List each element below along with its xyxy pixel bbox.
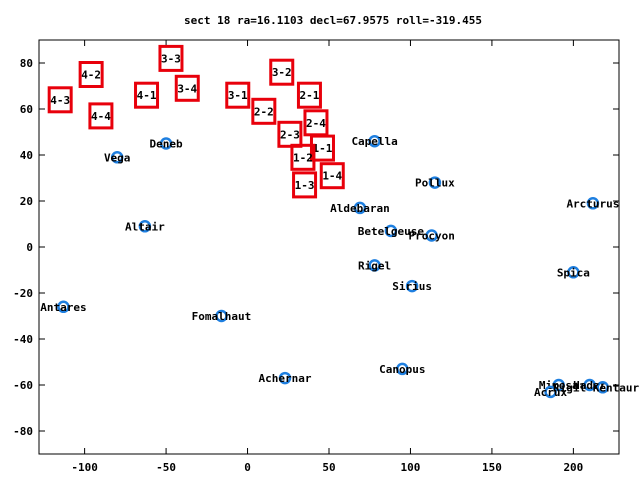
sector-box bbox=[292, 171, 318, 199]
star-label: Sirius bbox=[392, 280, 432, 293]
star-label: Acrux bbox=[534, 386, 567, 399]
star-point bbox=[138, 220, 152, 233]
star-label: Achernar bbox=[259, 372, 312, 385]
sector-box-label: 1-2 bbox=[293, 151, 313, 164]
y-tick-label: -40 bbox=[13, 333, 33, 346]
star-label: Vega bbox=[104, 151, 131, 164]
x-tick-label: 200 bbox=[563, 461, 583, 474]
sector-box bbox=[290, 143, 316, 171]
star-point bbox=[428, 176, 442, 189]
plot-frame bbox=[38, 39, 620, 455]
star-point bbox=[544, 385, 557, 399]
star-label: Pollux bbox=[415, 177, 455, 190]
star-label: Canopus bbox=[379, 363, 425, 376]
star-label: Rigel bbox=[358, 259, 391, 272]
sector-box bbox=[88, 102, 114, 130]
sector-box-label: 3-3 bbox=[161, 52, 181, 65]
sector-box bbox=[134, 81, 160, 109]
sector-box-label: 2-2 bbox=[254, 105, 274, 118]
star-label: Deneb bbox=[150, 138, 183, 151]
star-point bbox=[425, 229, 438, 242]
star-label: Rigil Kentaurus bbox=[553, 381, 640, 394]
star-label: Procyon bbox=[408, 230, 454, 243]
star-label: Antares bbox=[40, 301, 86, 314]
star-point bbox=[353, 201, 367, 215]
star-point bbox=[368, 134, 381, 148]
y-tick-label: 20 bbox=[20, 195, 33, 208]
y-tick-label: -80 bbox=[13, 425, 33, 438]
star-label: Fomalhaut bbox=[192, 310, 252, 323]
x-tick-label: 100 bbox=[401, 461, 421, 474]
y-tick-label: 40 bbox=[20, 149, 33, 162]
star-label: Betelgeuse bbox=[358, 225, 425, 238]
sector-box bbox=[158, 44, 184, 72]
sector-box bbox=[251, 97, 277, 125]
y-tick-label: -60 bbox=[13, 379, 33, 392]
sector-box bbox=[78, 61, 104, 88]
star-point bbox=[110, 151, 124, 164]
sector-box-label: 3-1 bbox=[228, 89, 248, 102]
sector-box-label: 2-4 bbox=[306, 117, 326, 130]
sector-box bbox=[174, 74, 200, 102]
x-tick-label: 50 bbox=[322, 461, 335, 474]
star-label: Altair bbox=[125, 220, 165, 233]
x-tick-label: -50 bbox=[156, 461, 176, 474]
sector-box bbox=[277, 120, 303, 148]
y-tick-label: 0 bbox=[26, 241, 33, 254]
sector-box-label: 1-3 bbox=[295, 179, 315, 192]
star-point bbox=[384, 224, 398, 238]
star-label: Arcturus bbox=[566, 197, 619, 210]
star-label: Capella bbox=[351, 135, 397, 148]
y-tick-label: 60 bbox=[20, 103, 33, 116]
star-label: Mimosa bbox=[539, 379, 579, 392]
x-tick-label: 150 bbox=[482, 461, 502, 474]
star-point bbox=[552, 378, 565, 392]
sector-box-label: 3-4 bbox=[177, 82, 197, 95]
sector-box-label: 2-3 bbox=[280, 128, 300, 141]
star-point bbox=[405, 279, 419, 293]
sector-box-label: 2-1 bbox=[300, 89, 320, 102]
star-point bbox=[57, 300, 70, 314]
star-point bbox=[583, 378, 596, 392]
x-tick-label: 0 bbox=[244, 461, 251, 474]
star-point bbox=[215, 309, 228, 323]
y-tick-label: 80 bbox=[20, 57, 33, 70]
star-point bbox=[159, 137, 173, 150]
sector-box-label: 3-2 bbox=[272, 66, 292, 79]
sector-box bbox=[225, 81, 251, 109]
star-point bbox=[368, 259, 381, 272]
x-tick-label: -100 bbox=[71, 461, 98, 474]
sector-box bbox=[296, 81, 322, 109]
sector-box bbox=[319, 162, 345, 190]
star-point bbox=[586, 197, 600, 210]
sector-box bbox=[269, 58, 295, 86]
sector-box-label: 1-4 bbox=[322, 170, 342, 183]
chart-title: sect 18 ra=16.1103 decl=67.9575 roll=-31… bbox=[184, 14, 482, 27]
sector-box-label: 1-1 bbox=[313, 142, 333, 155]
sector-box-label: 4-1 bbox=[137, 89, 157, 102]
sector-box-label: 4-2 bbox=[81, 69, 101, 82]
star-point bbox=[396, 362, 409, 376]
sector-box bbox=[47, 86, 73, 114]
star-point bbox=[567, 266, 580, 279]
sector-box-label: 4-4 bbox=[91, 110, 111, 123]
sector-box bbox=[309, 134, 335, 162]
star-point bbox=[278, 371, 292, 385]
sector-box-label: 4-3 bbox=[50, 94, 70, 107]
star-label: Spica bbox=[557, 266, 590, 279]
y-tick-label: -20 bbox=[13, 287, 33, 300]
star-label: Aldebaran bbox=[330, 202, 390, 215]
star-point bbox=[596, 381, 609, 394]
